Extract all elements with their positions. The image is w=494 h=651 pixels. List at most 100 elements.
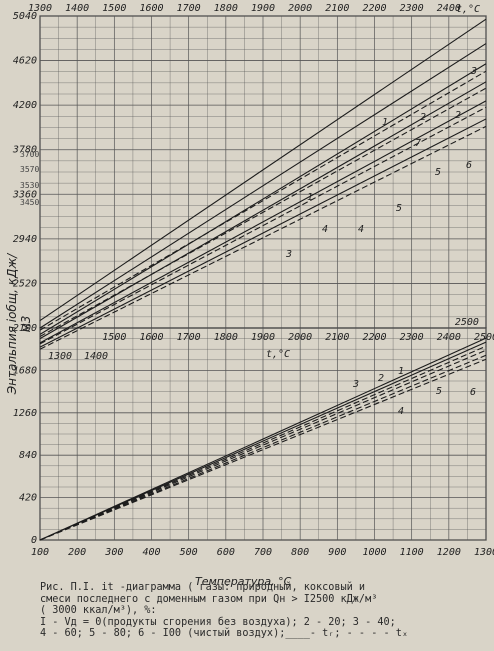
upper-series-line-2 [39,43,487,329]
x-axis-unit-middle: t,°C [266,349,290,360]
y-tick-upper: 5040 [13,11,37,22]
upper-curve-label: 1 [382,117,388,128]
x-tick-lower: 100 [31,547,49,558]
x-tick-lower: 1100 [400,547,424,558]
upper-series-line-5 [39,100,487,344]
lower-series [39,337,487,541]
x-tick-upper-bottom: 1700 [177,332,201,343]
lower-curve-label: 4 [398,406,404,417]
x-tick-top: 1800 [214,3,238,14]
x-tick-upper-bottom: 2500 [474,332,494,343]
upper-series-line-8 [39,87,487,337]
x-tick-upper-bottom: 1500 [102,332,126,343]
x-tick-lower-top: 2500 [455,317,479,328]
lower-curve-label: 1 [398,366,404,377]
x-tick-lower: 1000 [362,547,386,558]
y-tick-upper: 4200 [13,100,37,111]
y-tick-upper: 3360 [12,189,37,200]
x-tick-lower-top: 1400 [84,351,108,362]
x-tick-top: 1400 [65,3,89,14]
x-tick-top: 2100 [325,3,349,14]
x-tick-upper-bottom: 1900 [251,332,275,343]
x-tick-lower: 400 [142,547,160,558]
upper-curve-label: 2 [455,110,461,121]
x-tick-upper-bottom: 2400 [437,332,461,343]
lower-series-line-6 [39,358,487,541]
upper-curve-label: 3 [470,66,477,77]
x-tick-lower: 800 [291,547,309,558]
y-tick-lower: 420 [19,493,37,504]
upper-series-line-7 [39,70,487,331]
x-axis-unit-top: t,°C [456,4,480,15]
upper-curve-label: 1 [307,192,313,203]
y-axis-label: Энтальпия iобщ, кДж/м3 [5,253,33,395]
lower-series-line-1 [39,337,487,541]
x-tick-top: 1900 [251,3,275,14]
x-tick-lower-top: 1300 [48,351,72,362]
upper-series-line-3 [39,63,487,335]
handwritten-annotation: 3700 [20,150,39,159]
x-tick-top: 2000 [288,3,312,14]
handwritten-annotation: 3450 [20,198,39,207]
y-tick-upper: 3780 [12,145,37,156]
upper-curve-label: 3 [285,249,292,260]
figure-caption: Рис. П.I. it -диаграмма ( газы: природны… [40,582,492,640]
upper-curve-label: 5 [396,203,402,214]
lower-series-line-2 [39,341,487,541]
lower-curve-label: 5 [436,386,442,397]
x-tick-upper-bottom: 2100 [325,332,349,343]
handwritten-annotation: 3530 [20,181,39,190]
x-tick-top: 1500 [102,3,126,14]
caption-line-2: смеси последнего с доменным газом при Qн… [40,593,378,605]
upper-curve-label: 5 [435,167,441,178]
upper-series-line-9 [39,106,487,345]
y-tick-lower: 0 [31,535,37,546]
lower-grid [39,327,487,541]
lower-curve-label: 2 [378,373,384,384]
x-tick-upper-bottom: 1800 [214,332,238,343]
x-tick-lower: 200 [68,547,86,558]
y-tick-upper: 4620 [13,56,37,67]
x-tick-upper-bottom: 2000 [288,332,312,343]
y-tick-lower: 1680 [13,365,37,376]
x-tick-lower: 300 [104,547,123,558]
x-axis-label: Температура, °C [195,575,292,588]
y-tick-upper: 2940 [13,234,37,245]
curve-labels: 1 2 3 2 7 5 6 5 4 4 3 1 1 2 3 4 5 6 3700 3570 3530 3450 [20,66,477,417]
x-tick-lower: 600 [217,547,235,558]
caption-line-5: 4 - 60; 5 - 80; 6 - I00 (чистый воздух);… [40,628,409,639]
x-tick-top: 2300 [400,3,424,14]
upper-curve-label: 2 [420,112,426,123]
y-tick-lower: 840 [19,450,37,461]
x-tick-top: 2400 [437,3,461,14]
upper-curve-label: 7 [415,138,421,149]
caption-line-1: Рис. П.I. it -диаграмма ( газы: природны… [40,582,366,593]
x-tick-top: 1700 [177,3,201,14]
upper-curve-label: 4 [322,224,328,235]
upper-series-line-6 [39,118,487,348]
caption-line-4: I - Vд = 0(продукты сгорения без воздуха… [40,616,396,628]
x-tick-upper-bottom: 1600 [139,332,163,343]
y-tick-lower: 1260 [13,408,37,419]
x-tick-top: 2200 [362,3,386,14]
upper-series-line-4 [39,81,487,340]
x-tick-lower: 700 [254,547,272,558]
x-tick-lower: 1300 [474,547,494,558]
caption-line-3: ( 3000 ккал/м³), %: [40,605,157,616]
y-tick-upper: 2100 [13,323,37,334]
lower-series-line-3 [39,345,487,541]
upper-series-line-10 [39,125,487,350]
upper-series-line-1 [39,18,487,322]
lower-curve-label: 3 [352,379,359,390]
x-tick-top: 1300 [28,3,52,14]
lower-curve-label: 6 [470,387,476,398]
x-tick-upper-bottom: 2300 [400,332,424,343]
x-tick-lower: 900 [328,547,346,558]
upper-curve-label: 6 [466,160,472,171]
tick-labels: 1300 1400 1500 1600 1700 1800 1900 2000 2100 2200… [12,3,494,558]
handwritten-annotation: 3570 [20,165,39,174]
y-tick-upper: 2520 [13,278,37,289]
x-tick-lower: 500 [180,547,198,558]
x-tick-lower: 1200 [437,547,461,558]
